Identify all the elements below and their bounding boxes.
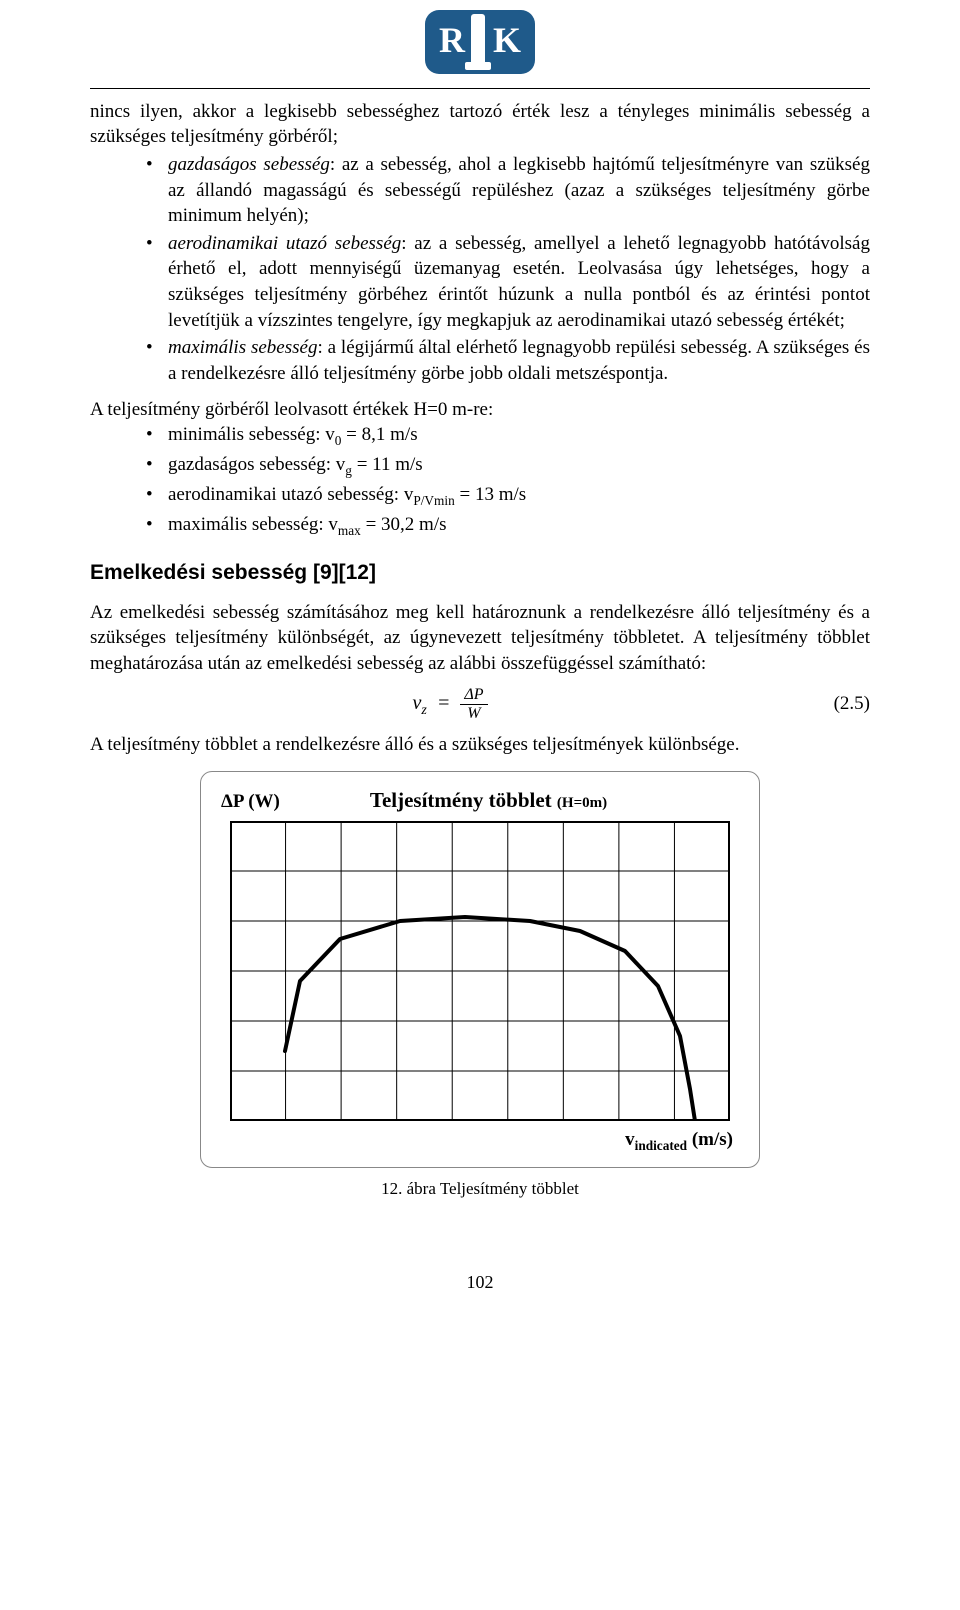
page-number: 102	[90, 1270, 870, 1294]
chart-title: Teljesítmény többlet (H=0m)	[370, 786, 607, 814]
equation-row: vz = ΔP W (2.5)	[90, 687, 870, 722]
chart-title-row: ΔP (W) Teljesítmény többlet (H=0m)	[217, 786, 743, 815]
definition-item: aerodinamikai utazó sebesség: az a sebes…	[140, 231, 870, 334]
values-intro: A teljesítmény görbéről leolvasott érték…	[90, 397, 870, 423]
definition-item: nincs ilyen, akkor a legkisebb sebességh…	[90, 99, 870, 150]
section-paragraph-2: A teljesítmény többlet a rendelkezésre á…	[90, 732, 870, 758]
equation: vz = ΔP W	[90, 687, 810, 722]
value-item: maximális sebesség: vmax = 30,2 m/s	[140, 512, 870, 540]
equation-number: (2.5)	[810, 691, 870, 717]
logo-letter-r: R	[439, 16, 465, 65]
header-logo: R K	[90, 10, 870, 82]
definition-item: maximális sebesség: a légijármű által el…	[140, 335, 870, 386]
eq-lhs: vz	[412, 692, 426, 714]
definition-list: nincs ilyen, akkor a legkisebb sebességh…	[140, 99, 870, 387]
logo-letter-k: K	[493, 16, 521, 65]
values-list: minimális sebesség: v0 = 8,1 m/sgazdaság…	[140, 422, 870, 539]
power-surplus-chart	[230, 821, 730, 1121]
value-item: minimális sebesség: v0 = 8,1 m/s	[140, 422, 870, 450]
chart-frame: ΔP (W) Teljesítmény többlet (H=0m) vindi…	[200, 771, 760, 1167]
eq-fraction: ΔP W	[460, 687, 487, 722]
definition-item: gazdaságos sebesség: az a sebesség, ahol…	[140, 152, 870, 229]
figure-caption: 12. ábra Teljesítmény többlet	[90, 1178, 870, 1201]
value-item: gazdaságos sebesség: vg = 11 m/s	[140, 452, 870, 480]
values-block: minimális sebesség: v0 = 8,1 m/sgazdaság…	[90, 422, 870, 539]
rtk-logo: R K	[425, 10, 535, 74]
section-paragraph-1: Az emelkedési sebesség számításához meg …	[90, 600, 870, 677]
header-rule	[90, 88, 870, 89]
value-item: aerodinamikai utazó sebesség: vP/Vmin = …	[140, 482, 870, 510]
section-heading: Emelkedési sebesség [9][12]	[90, 559, 870, 587]
first-bullet-block: nincs ilyen, akkor a legkisebb sebességh…	[90, 99, 870, 387]
chart-ylabel: ΔP (W)	[221, 789, 280, 815]
chart-xlabel: vindicated (m/s)	[217, 1127, 743, 1155]
logo-t-foot	[465, 62, 491, 70]
